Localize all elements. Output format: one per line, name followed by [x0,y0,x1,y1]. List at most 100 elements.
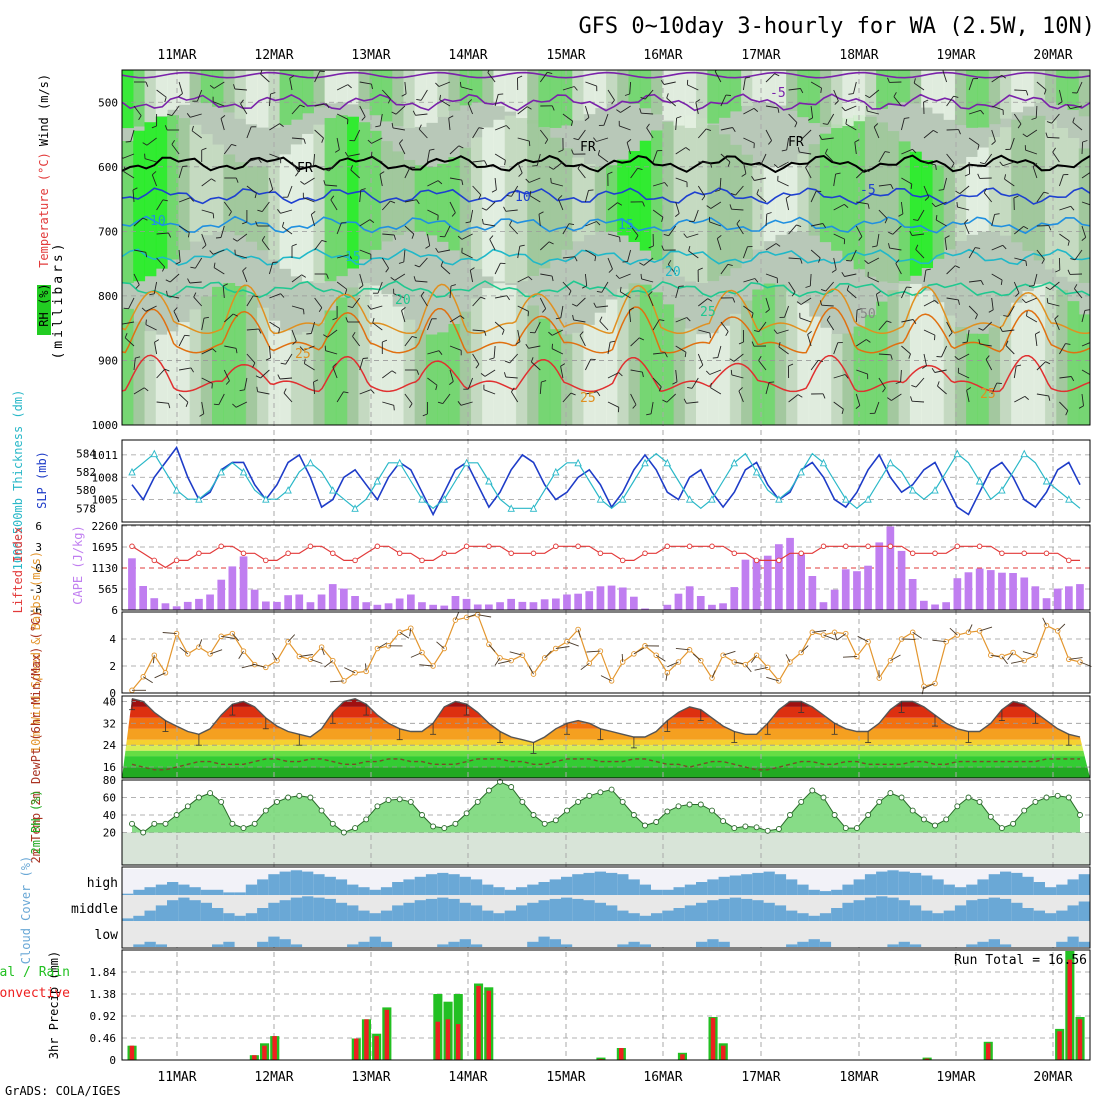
cloud-cover-cell [313,898,325,921]
rh-point [1022,808,1027,813]
temperature-tick-label: 16 [103,761,116,774]
cloud-row-bg [347,921,359,947]
rh-shade-cell [493,283,505,425]
rh-shade-cell [707,70,719,124]
cape-bar [1043,598,1051,610]
rh-shade-cell [190,309,202,425]
rh-shade-cell [730,145,742,268]
rh-point [654,820,659,825]
cloud-cover-cell [381,911,393,921]
pressure-tick-label: 900 [98,354,118,367]
cape-bar [1065,586,1073,610]
rh-point [141,830,146,835]
cloud-cover-cell [797,913,809,921]
cape-bar [730,587,738,610]
pressure-tick-label: 700 [98,225,118,238]
rh-point [431,824,436,829]
slp-axis-label: SLP (mb) [35,451,49,509]
precip-convective-bar [364,1019,369,1060]
rh-point [1066,795,1071,800]
wind-tick-label: 2 [109,660,116,673]
rh-point [341,830,346,835]
lifted-index-point [933,551,938,556]
rh-shade-cell [448,70,460,111]
lifted-index-point [531,551,536,556]
lifted-index-point [977,544,982,549]
cloud-cover-cell [955,887,967,895]
rh-point [386,798,391,803]
rh-shade-cell [977,334,989,425]
temperature-tick-label: 24 [103,739,117,752]
rh-point [1011,821,1016,826]
cape-bar [407,595,415,611]
cloud-cover-cell [606,873,618,895]
rh-shade-cell [505,285,517,425]
rh-point [732,826,737,831]
lifted-index-point [821,544,826,549]
cape-bar [976,569,984,610]
rh-shade-cell [831,334,843,425]
cape-bar [128,558,136,610]
rh-point [453,821,458,826]
rh-point [665,809,670,814]
rh-shade-cell [583,70,595,114]
lifted-index-point [710,544,715,549]
rh-shade-cell [235,162,247,235]
cloud-row-bg [741,921,753,947]
cloud-cover-cell [415,900,427,921]
cloud-cover-cell [167,900,179,921]
cloud-row-bg [493,921,505,947]
rh-shade-cell [876,122,888,281]
rh-shade-cell [223,283,235,425]
date-label-top: 12MAR [254,48,293,63]
rh-shade-cell [719,326,731,425]
rh-point [609,787,614,792]
cloud-cover-cell [493,887,505,895]
cloud-cover-cell [662,911,674,921]
isotherm-label: FR [297,161,313,176]
rh-shade-cell [989,327,1001,425]
cloud-cover-cell [696,942,708,947]
rh-tick-label: 60 [103,792,116,805]
rh-point [230,821,235,826]
temperature-band [122,756,1090,767]
cloud-cover-cell [482,885,494,895]
cloud-row-bg [606,921,618,947]
rh-point [486,788,491,793]
rh-shade-cell [538,319,550,425]
rh-shade-cell [538,128,550,269]
cloud-cover-cell [156,944,168,947]
rh-point [888,791,893,796]
wind-barb-flag [620,237,621,242]
cloud-cover-cell [764,872,776,895]
cloud-row-bg [1000,921,1012,947]
rh-shade-cell [550,329,562,425]
rh-shade-cell [1034,284,1046,425]
cape-bar [1009,573,1017,610]
lifted-index-point [576,544,581,549]
rh-shade-cell [831,124,843,250]
cloud-cover-cell [550,879,562,895]
wind-barb-flag [213,213,214,218]
cloud-row-bg [471,921,483,947]
pressure-axis-label: (millibars) [51,240,66,359]
rh-axis-label: 2m RH (%) [29,789,43,854]
isotherm-label: 15 [345,250,361,265]
cape-bar [697,596,705,610]
cloud-row-bg [865,921,877,947]
cloud-cover-cell [820,891,832,895]
cloud-cover-cell [1045,887,1057,895]
cloud-cover-cell [381,887,393,895]
cloud-cover-cell [212,890,224,895]
cloud-cover-cell [1079,902,1091,922]
precip-convective-bar [986,1043,991,1060]
wind-barb-flag [731,370,732,375]
cloud-cover-cell [358,887,370,895]
cloud-cover-cell [190,887,202,895]
cloud-row-bg [235,921,247,947]
isotherm-label: 15 [618,218,634,233]
cloud-cover-cell [854,900,866,921]
rh-shade-cell [482,70,494,103]
thickness-tick-label: 578 [76,502,96,515]
cloud-cover-cell [617,944,629,947]
